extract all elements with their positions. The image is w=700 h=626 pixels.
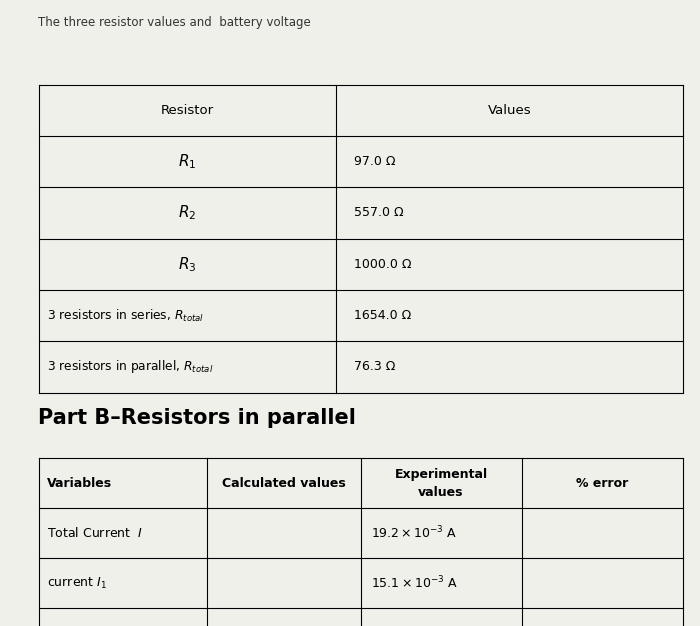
Text: $R_2$: $R_2$ (178, 203, 197, 222)
Text: Values: Values (487, 104, 531, 116)
Text: Calculated values: Calculated values (222, 477, 345, 490)
Text: Experimental: Experimental (394, 468, 488, 481)
Text: The three resistor values and  battery voltage: The three resistor values and battery vo… (38, 16, 312, 29)
Text: % error: % error (576, 477, 628, 490)
Text: 1654.0 Ω: 1654.0 Ω (354, 309, 411, 322)
Text: 1000.0 Ω: 1000.0 Ω (354, 258, 411, 270)
Text: current $I_1$: current $I_1$ (47, 576, 107, 591)
Text: Variables: Variables (47, 477, 112, 490)
Text: $2.63 \times 10^{-3}$ A: $2.63 \times 10^{-3}$ A (371, 625, 458, 626)
Text: values: values (419, 486, 463, 499)
Text: $15.1 \times 10^{-3}$ A: $15.1 \times 10^{-3}$ A (371, 575, 458, 592)
Text: $R_1$: $R_1$ (178, 152, 197, 171)
Text: Part B–Resistors in parallel: Part B–Resistors in parallel (38, 408, 356, 428)
Text: 3 resistors in series, $R_{total}$: 3 resistors in series, $R_{total}$ (47, 307, 204, 324)
Text: 3 resistors in parallel, $R_{total}$: 3 resistors in parallel, $R_{total}$ (47, 358, 214, 376)
Text: Total Current  $I$: Total Current $I$ (47, 526, 143, 540)
Text: 76.3 Ω: 76.3 Ω (354, 361, 395, 373)
Text: 557.0 Ω: 557.0 Ω (354, 207, 403, 219)
Text: 97.0 Ω: 97.0 Ω (354, 155, 395, 168)
Text: Resistor: Resistor (161, 104, 214, 116)
Text: $19.2 \times 10^{-3}$ A: $19.2 \times 10^{-3}$ A (371, 525, 457, 541)
Text: $R_3$: $R_3$ (178, 255, 197, 274)
